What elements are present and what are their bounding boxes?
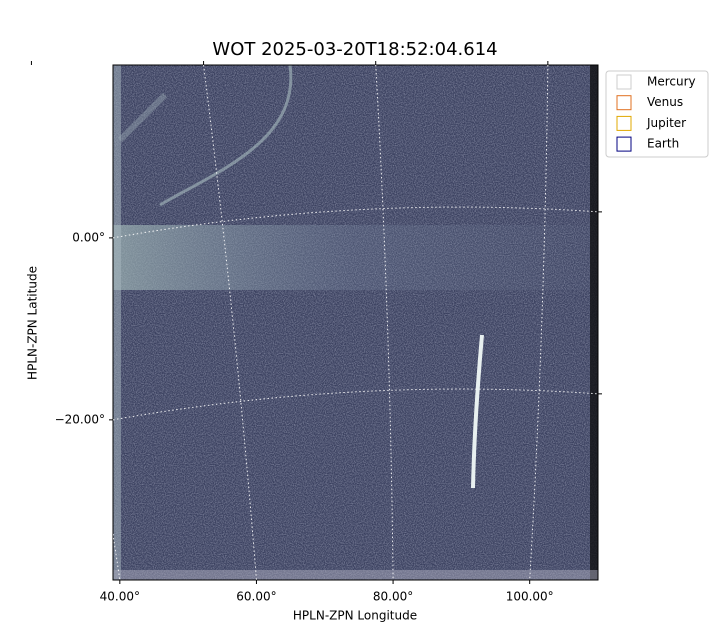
legend-label: Venus — [647, 95, 683, 109]
legend-label: Earth — [647, 137, 679, 151]
x-tick-label: 40.00° — [100, 590, 140, 604]
bright-band — [113, 225, 598, 290]
frame — [112, 64, 599, 581]
y-tick-label: −20.00° — [55, 412, 105, 426]
legend-swatch — [616, 74, 632, 90]
grid-line — [113, 388, 598, 421]
edge — [113, 570, 598, 580]
legend-swatch — [616, 136, 632, 152]
image — [112, 64, 599, 581]
y-axis-label: HPLN-ZPN Latitude — [26, 266, 40, 380]
edge — [113, 65, 121, 580]
grid-line — [113, 531, 121, 580]
y-tick-label: 0.00° — [72, 230, 105, 244]
x-tick-label: 80.00° — [373, 590, 413, 604]
grid-line — [529, 65, 549, 580]
x-axis-label: HPLN-ZPN Longitude — [293, 609, 417, 623]
legend-swatch — [616, 95, 632, 111]
legend-box — [605, 70, 709, 158]
legend-label: Mercury — [647, 75, 696, 89]
image-noise — [113, 65, 598, 580]
streak — [159, 65, 293, 207]
grid-line — [113, 206, 598, 239]
comet-tail — [471, 334, 484, 489]
legend-swatch — [616, 115, 632, 131]
x-tick-label: 100.00° — [506, 590, 554, 604]
chart-title: WOT 2025-03-20T18:52:04.614 — [212, 39, 497, 60]
grid-line — [375, 65, 394, 580]
edge — [590, 65, 598, 580]
x-tick-label: 60.00° — [236, 590, 276, 604]
legend: Mercury Venus Jupiter Earth — [605, 70, 709, 158]
legend-label: Jupiter — [646, 116, 686, 130]
streak — [117, 92, 168, 143]
